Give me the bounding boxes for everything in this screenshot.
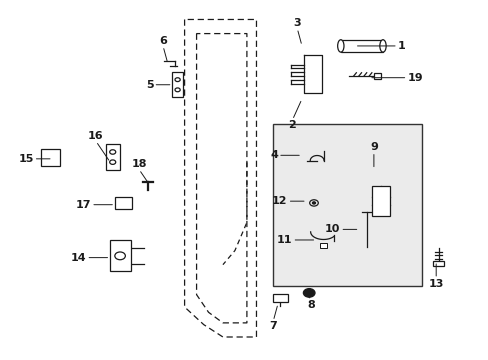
Bar — [273, 123, 421, 286]
Text: 17: 17 — [76, 200, 91, 210]
Bar — [320, 243, 326, 248]
Text: 13: 13 — [427, 279, 443, 289]
Text: 5: 5 — [145, 80, 153, 90]
Bar — [373, 73, 380, 79]
Bar — [109, 240, 130, 271]
Bar — [371, 186, 389, 216]
Bar — [340, 40, 382, 52]
Text: 12: 12 — [272, 196, 287, 206]
Bar — [41, 149, 60, 166]
Text: 16: 16 — [88, 131, 103, 141]
Text: 1: 1 — [397, 41, 405, 51]
Text: 9: 9 — [369, 142, 377, 152]
Text: 7: 7 — [269, 321, 277, 331]
Ellipse shape — [379, 40, 386, 52]
Text: 18: 18 — [131, 159, 146, 170]
Bar — [172, 72, 183, 98]
Text: 10: 10 — [325, 224, 340, 234]
Text: 8: 8 — [307, 300, 315, 310]
Text: 6: 6 — [159, 36, 166, 46]
Text: 14: 14 — [71, 253, 86, 262]
Text: 19: 19 — [407, 73, 422, 83]
Text: 2: 2 — [288, 120, 296, 130]
Text: 3: 3 — [293, 18, 301, 28]
Ellipse shape — [337, 40, 343, 52]
Circle shape — [312, 202, 315, 204]
Bar — [105, 144, 120, 170]
Bar — [432, 261, 443, 266]
Circle shape — [303, 289, 314, 297]
Text: 11: 11 — [276, 235, 292, 245]
Text: 15: 15 — [18, 154, 34, 164]
Bar — [272, 294, 287, 302]
Text: 4: 4 — [269, 150, 278, 160]
Bar — [115, 197, 132, 209]
